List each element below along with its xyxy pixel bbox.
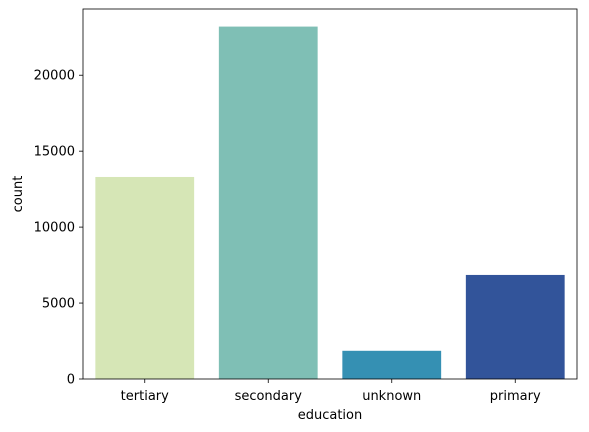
y-tick-label: 20000 bbox=[34, 69, 75, 84]
plot-frame bbox=[82, 8, 578, 380]
bar-unknown bbox=[342, 350, 442, 379]
x-axis-label: education bbox=[298, 408, 363, 423]
y-tick-label: 5000 bbox=[42, 297, 75, 312]
y-tick-label: 0 bbox=[67, 373, 75, 388]
x-tick-label: secondary bbox=[235, 389, 303, 404]
x-tick-label: primary bbox=[490, 389, 541, 404]
y-axis-ticks: 0 5000 10000 15000 20000 bbox=[34, 69, 83, 388]
y-tick-label: 15000 bbox=[34, 145, 75, 160]
bar-tertiary bbox=[95, 176, 195, 379]
x-axis-ticks: tertiary secondary unknown primary bbox=[121, 379, 541, 404]
y-tick-label: 10000 bbox=[34, 221, 75, 236]
x-tick-label: tertiary bbox=[121, 389, 169, 404]
bar-secondary bbox=[218, 26, 318, 379]
y-axis-label: count bbox=[11, 176, 26, 213]
bars-group bbox=[95, 26, 565, 379]
bar-primary bbox=[465, 274, 565, 379]
x-tick-label: unknown bbox=[362, 389, 421, 404]
